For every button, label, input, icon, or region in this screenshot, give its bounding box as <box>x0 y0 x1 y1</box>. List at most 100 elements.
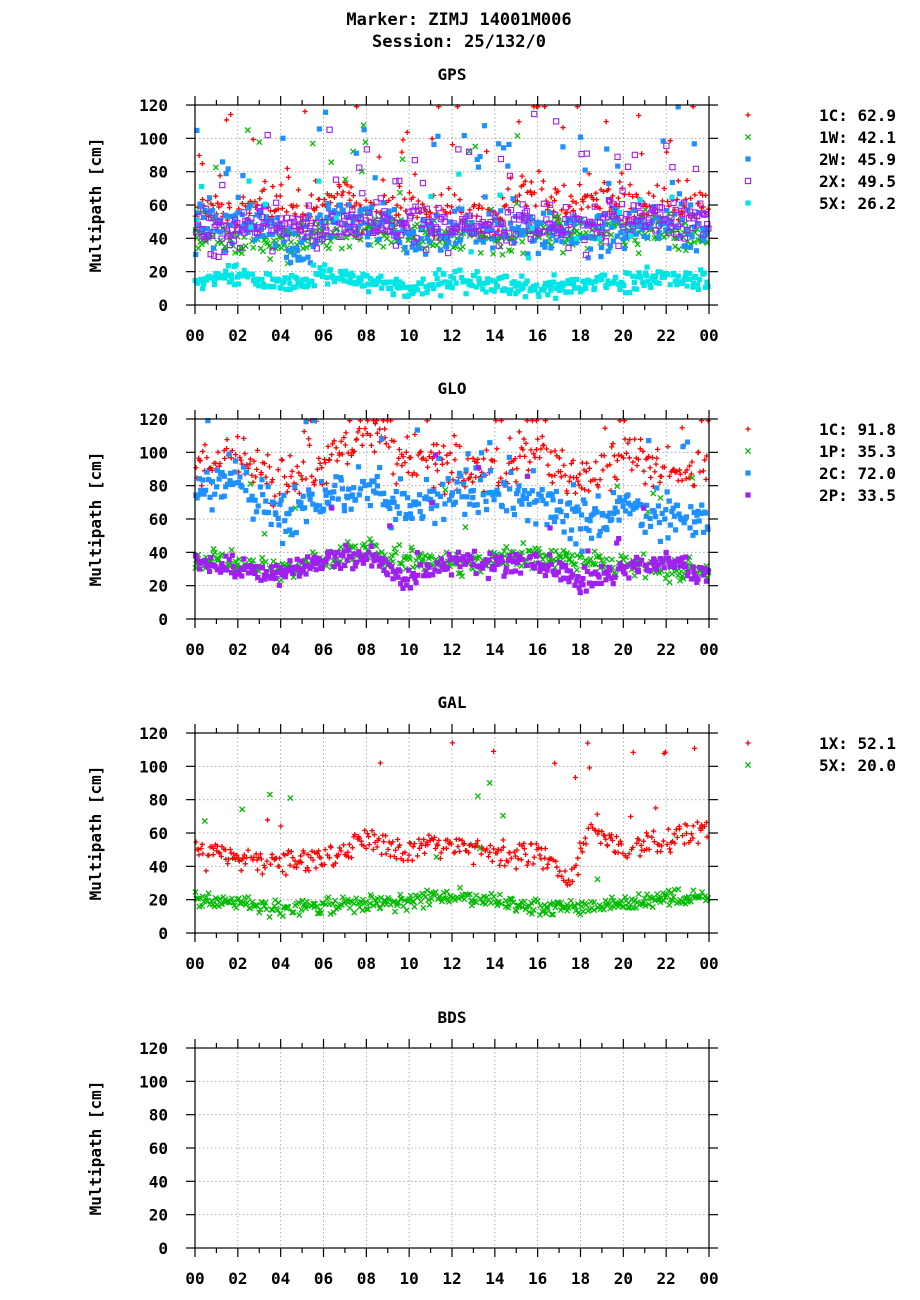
data-point-1c <box>391 438 397 444</box>
data-point-5x <box>296 912 303 919</box>
data-point-1x <box>470 861 477 868</box>
data-point-2x <box>363 146 371 153</box>
data-point-1x <box>500 837 506 843</box>
data-point-2w <box>574 217 580 223</box>
data-point-5x <box>532 287 538 293</box>
data-point-1w <box>343 234 350 241</box>
data-point-2c <box>644 502 650 508</box>
data-point-5x <box>548 287 554 293</box>
data-point-5x <box>335 275 341 281</box>
data-point-1x <box>225 861 231 867</box>
data-point-2c <box>313 506 319 513</box>
data-point-2c <box>195 492 201 498</box>
x-tick-label: 16 <box>528 640 547 659</box>
data-point-1x <box>195 846 202 852</box>
data-point-2p <box>559 562 566 568</box>
data-point-2p <box>315 555 322 562</box>
data-point-5x <box>290 909 297 916</box>
data-point-5x <box>233 904 240 911</box>
data-point-1x <box>383 833 389 839</box>
data-point-2c <box>307 496 313 502</box>
data-point-1x <box>374 844 380 850</box>
data-point-1c <box>558 474 564 480</box>
data-point-5x <box>294 275 300 282</box>
data-point-1c <box>626 455 633 461</box>
y-axis-label: Multipath [cm] <box>86 1081 105 1216</box>
data-point-5x <box>360 271 366 277</box>
data-point-2p <box>517 553 523 559</box>
data-point-1c <box>404 434 410 440</box>
data-point-5x <box>496 891 503 898</box>
data-point-1x <box>196 852 202 858</box>
data-point-2w <box>404 250 410 256</box>
data-point-2c <box>456 488 462 494</box>
data-point-2x <box>669 164 676 171</box>
data-point-1c <box>364 430 370 437</box>
data-point-5x <box>694 282 701 288</box>
data-point-1c <box>296 490 302 496</box>
data-point-5x <box>289 272 295 279</box>
data-point-1c <box>380 177 386 183</box>
data-point-1x <box>449 740 456 746</box>
data-point-2p <box>503 569 509 575</box>
data-point-2w <box>402 244 408 251</box>
data-point-2w <box>254 212 260 218</box>
data-point-2c <box>401 490 407 497</box>
data-point-2w <box>676 191 683 197</box>
data-point-1c <box>470 479 476 485</box>
data-point-5x <box>641 282 647 289</box>
data-point-2c <box>506 454 512 460</box>
data-point-5x <box>269 907 276 914</box>
data-point-2c <box>427 488 433 494</box>
data-point-2x <box>465 148 473 155</box>
data-point-2w <box>534 222 540 228</box>
data-point-2x <box>372 228 379 235</box>
data-point-2x <box>198 225 206 233</box>
legend-marker-1w <box>744 133 752 141</box>
data-point-5x <box>339 894 346 901</box>
data-point-2x <box>543 216 550 223</box>
data-point-1x <box>243 855 250 861</box>
data-point-1x <box>366 834 372 840</box>
series-2c <box>193 418 711 554</box>
data-point-2w <box>614 233 620 239</box>
data-point-1c <box>425 464 431 470</box>
data-point-5x <box>548 283 555 289</box>
data-point-5x <box>547 279 553 286</box>
data-point-2c <box>487 440 493 446</box>
data-point-1x <box>690 835 696 841</box>
data-point-5x <box>570 281 577 287</box>
data-point-1c <box>552 472 558 478</box>
data-point-2c <box>289 532 295 538</box>
data-point-2c <box>252 497 258 503</box>
series-2p <box>192 452 711 596</box>
data-point-1c <box>607 462 613 468</box>
data-point-1x <box>691 745 698 751</box>
data-point-1x <box>256 854 262 861</box>
data-point-2p <box>208 554 214 561</box>
data-point-2c <box>380 502 386 508</box>
data-point-1c <box>630 459 636 465</box>
data-point-1p <box>250 557 257 564</box>
data-point-2c <box>357 486 364 492</box>
data-point-5x <box>287 280 293 287</box>
data-point-2w <box>431 141 437 148</box>
data-point-5x <box>536 293 542 300</box>
legend-entry-1c: 1C: 91.8 <box>819 420 896 439</box>
data-point-1c <box>498 475 504 481</box>
data-point-1c <box>306 436 312 442</box>
data-point-2c <box>240 464 247 470</box>
data-point-2c <box>563 513 570 519</box>
data-point-2w <box>606 180 612 187</box>
data-point-5x <box>510 899 517 906</box>
data-point-2c <box>201 491 207 497</box>
data-point-2c <box>440 481 446 487</box>
data-point-1c <box>541 442 547 448</box>
data-point-2w <box>636 224 642 230</box>
data-point-2p <box>441 560 447 566</box>
data-point-2p <box>206 568 213 575</box>
data-point-2c <box>253 509 260 515</box>
data-point-5x <box>574 276 580 283</box>
data-point-1x <box>217 850 223 856</box>
data-point-1x <box>664 841 670 847</box>
